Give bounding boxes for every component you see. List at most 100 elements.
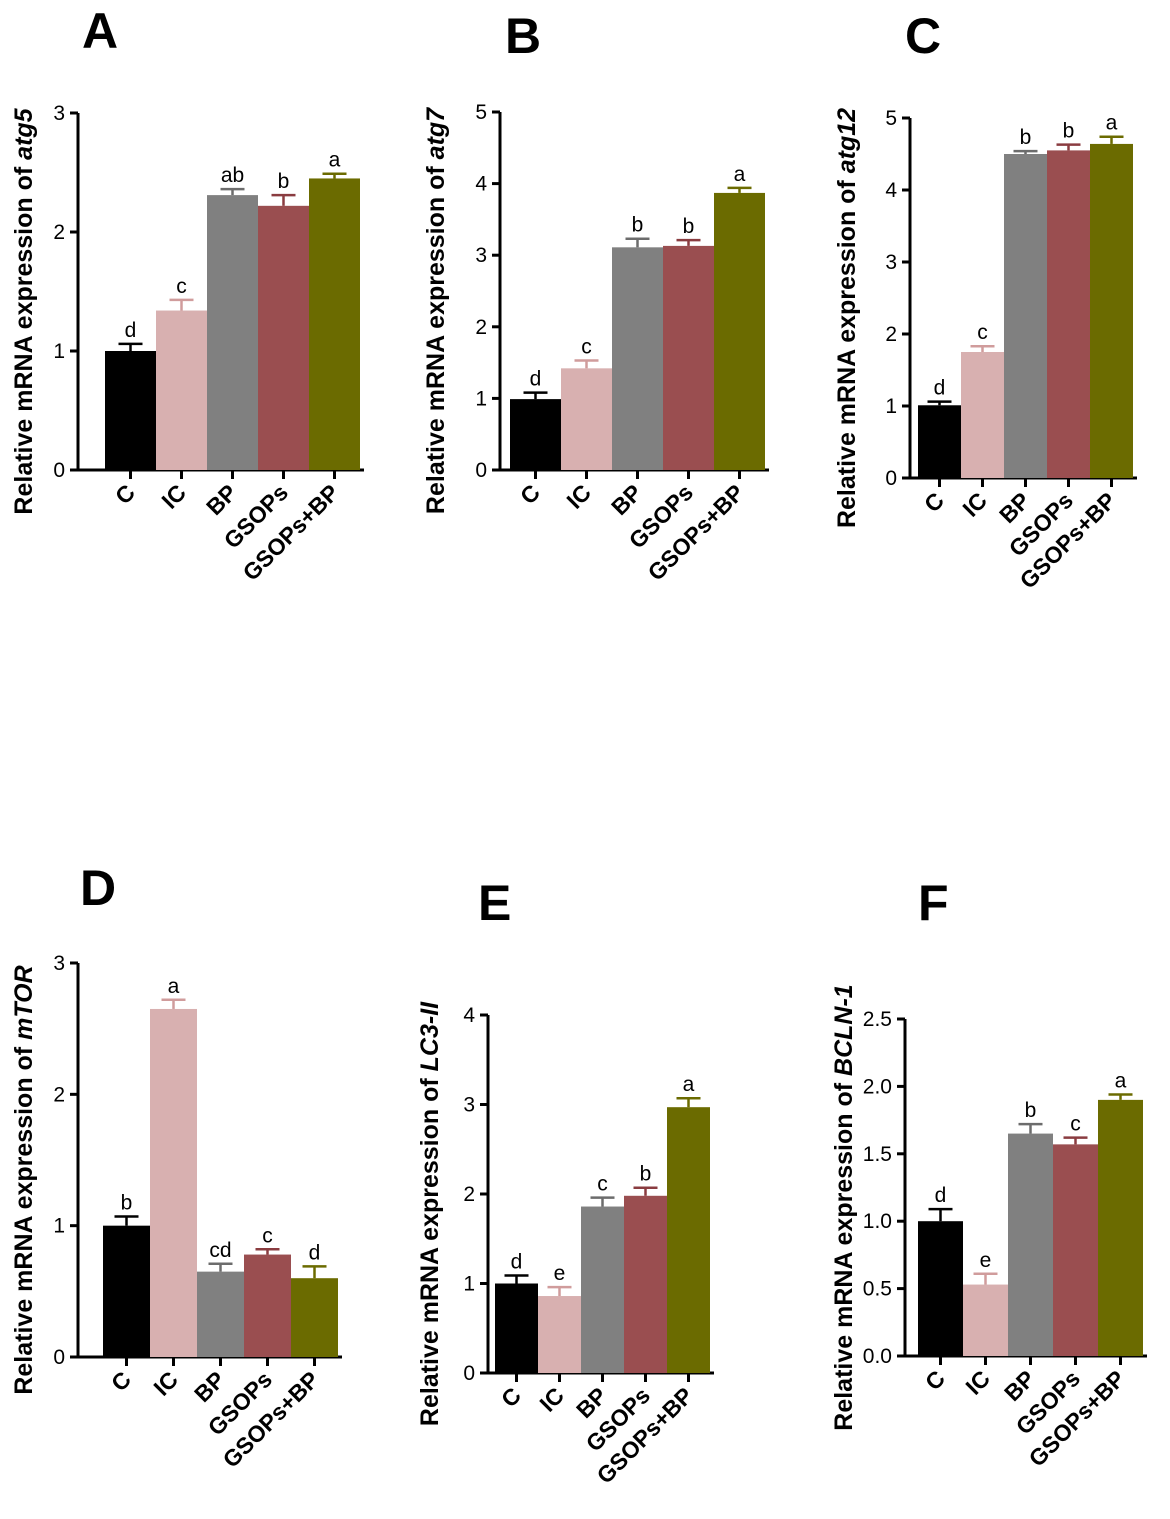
significance-label: a bbox=[734, 163, 746, 186]
significance-label: d bbox=[530, 368, 542, 391]
panel-letter: A bbox=[82, 3, 118, 59]
significance-label: c bbox=[262, 1224, 273, 1247]
bar-ic bbox=[150, 1008, 197, 1357]
y-axis-label-gene: atg12 bbox=[833, 108, 861, 173]
bar-ic bbox=[538, 1296, 581, 1373]
y-axis-label-prefix: Relative mRNA expression of bbox=[10, 160, 38, 515]
y-axis-label-gene: mTOR bbox=[10, 965, 38, 1040]
y-tick-label: 1 bbox=[475, 387, 487, 410]
significance-label: e bbox=[980, 1249, 992, 1272]
significance-label: c bbox=[1070, 1113, 1081, 1136]
bar-gsops bbox=[1053, 1144, 1098, 1356]
x-tick-label: BP bbox=[606, 479, 647, 520]
significance-label: c bbox=[176, 275, 187, 298]
y-axis-label-gene: BCLN-1 bbox=[830, 984, 858, 1076]
y-axis-label-prefix: Relative mRNA expression of bbox=[833, 173, 861, 528]
significance-label: d bbox=[309, 1241, 321, 1264]
bar-ic bbox=[961, 352, 1004, 478]
significance-label: ab bbox=[221, 164, 244, 187]
y-tick-label: 1 bbox=[53, 340, 65, 363]
y-tick-label: 0 bbox=[475, 459, 487, 482]
y-tick-label: 0 bbox=[53, 459, 65, 482]
significance-label: a bbox=[1106, 112, 1118, 135]
y-axis-label-prefix: Relative mRNA expression of bbox=[416, 1071, 444, 1426]
panel-f: F Relative mRNA expression of BCLN-1 0.0 0.… bbox=[830, 875, 1147, 1472]
bar-gsops-plus-bp bbox=[1098, 1099, 1143, 1356]
x-tick-label: IC bbox=[156, 479, 191, 514]
significance-label: b bbox=[1020, 126, 1032, 149]
y-tick-label: 4 bbox=[463, 1004, 475, 1027]
bar-c bbox=[918, 1221, 963, 1356]
panel-letter: B bbox=[505, 8, 541, 64]
bar-ic bbox=[156, 310, 207, 470]
bar-gsops bbox=[258, 205, 309, 470]
significance-label: d bbox=[934, 377, 946, 400]
y-tick-label: 3 bbox=[53, 952, 65, 975]
x-tick-label: C bbox=[920, 1365, 950, 1395]
y-tick-label: 1.5 bbox=[863, 1143, 892, 1166]
x-tick-label: C bbox=[106, 1366, 136, 1396]
bar-gsops-plus-bp bbox=[291, 1278, 338, 1357]
y-axis-label: Relative mRNA expression of atg12 bbox=[833, 108, 861, 528]
significance-label: cd bbox=[209, 1239, 231, 1262]
bar-c bbox=[918, 405, 961, 478]
significance-label: e bbox=[554, 1262, 566, 1285]
significance-label: b bbox=[632, 214, 644, 237]
x-tick-label: C bbox=[110, 479, 140, 509]
y-tick-label: 2 bbox=[463, 1183, 475, 1206]
y-tick-label: 0.0 bbox=[863, 1345, 892, 1368]
bar-ic bbox=[963, 1284, 1008, 1356]
y-tick-label: 2 bbox=[475, 316, 487, 339]
significance-label: a bbox=[168, 975, 180, 998]
y-tick-label: 0 bbox=[53, 1346, 65, 1369]
x-tick-label: C bbox=[919, 487, 949, 517]
y-axis-label-gene: atg7 bbox=[422, 107, 450, 160]
bar-gsops-plus-bp bbox=[714, 192, 765, 470]
x-tick-label: BP bbox=[201, 479, 242, 520]
bar-ic bbox=[561, 368, 612, 470]
y-axis-label-prefix: Relative mRNA expression of bbox=[422, 159, 450, 514]
significance-label: d bbox=[125, 319, 137, 342]
y-axis-label-prefix: Relative mRNA expression of bbox=[830, 1076, 858, 1431]
x-tick-label: IC bbox=[960, 1365, 995, 1400]
bar-gsops-plus-bp bbox=[667, 1107, 710, 1373]
y-axis-label-gene: LC3-II bbox=[416, 1001, 444, 1072]
y-tick-label: 2 bbox=[53, 221, 65, 244]
bar-bp bbox=[207, 195, 258, 471]
x-tick-label: IC bbox=[561, 479, 596, 514]
bar-gsops-plus-bp bbox=[1090, 143, 1133, 479]
panel-letter: C bbox=[905, 8, 941, 64]
y-axis-label: Relative mRNA expression of atg5 bbox=[10, 107, 38, 514]
y-tick-label: 0.5 bbox=[863, 1278, 892, 1301]
bar-gsops bbox=[244, 1254, 291, 1357]
significance-label: c bbox=[597, 1173, 608, 1196]
y-axis-label-prefix: Relative mRNA expression of bbox=[10, 1040, 38, 1395]
bar-c bbox=[495, 1283, 538, 1373]
x-tick-label: IC bbox=[148, 1366, 183, 1401]
y-axis-label: Relative mRNA expression of LC3-II bbox=[416, 1001, 444, 1426]
bar-bp bbox=[1004, 154, 1047, 478]
significance-label: d bbox=[935, 1184, 947, 1207]
significance-label: b bbox=[683, 215, 695, 238]
bar-gsops bbox=[1047, 150, 1090, 478]
significance-label: b bbox=[121, 1191, 133, 1214]
bar-gsops-plus-bp bbox=[309, 178, 360, 470]
y-tick-label: 2.0 bbox=[863, 1075, 892, 1098]
significance-label: a bbox=[329, 149, 341, 172]
y-axis-label-gene: atg5 bbox=[10, 107, 38, 160]
panel-e: E Relative mRNA expression of LC3-II 0 1 2 3 4… bbox=[416, 875, 714, 1489]
bar-bp bbox=[581, 1206, 624, 1373]
bar-c bbox=[103, 1225, 150, 1357]
y-tick-label: 1 bbox=[463, 1273, 475, 1296]
bar-c bbox=[510, 399, 561, 470]
y-tick-label: 0 bbox=[463, 1362, 475, 1385]
x-tick-label: C bbox=[515, 479, 545, 509]
significance-label: a bbox=[683, 1073, 695, 1096]
panel-letter: F bbox=[918, 875, 949, 931]
panel-b: B Relative mRNA expression of atg7 0 1 2 3 4 5 d… bbox=[422, 8, 769, 586]
y-tick-label: 4 bbox=[475, 173, 487, 196]
significance-label: b bbox=[640, 1163, 652, 1186]
y-axis-label: Relative mRNA expression of atg7 bbox=[422, 107, 450, 514]
significance-label: d bbox=[511, 1250, 523, 1273]
